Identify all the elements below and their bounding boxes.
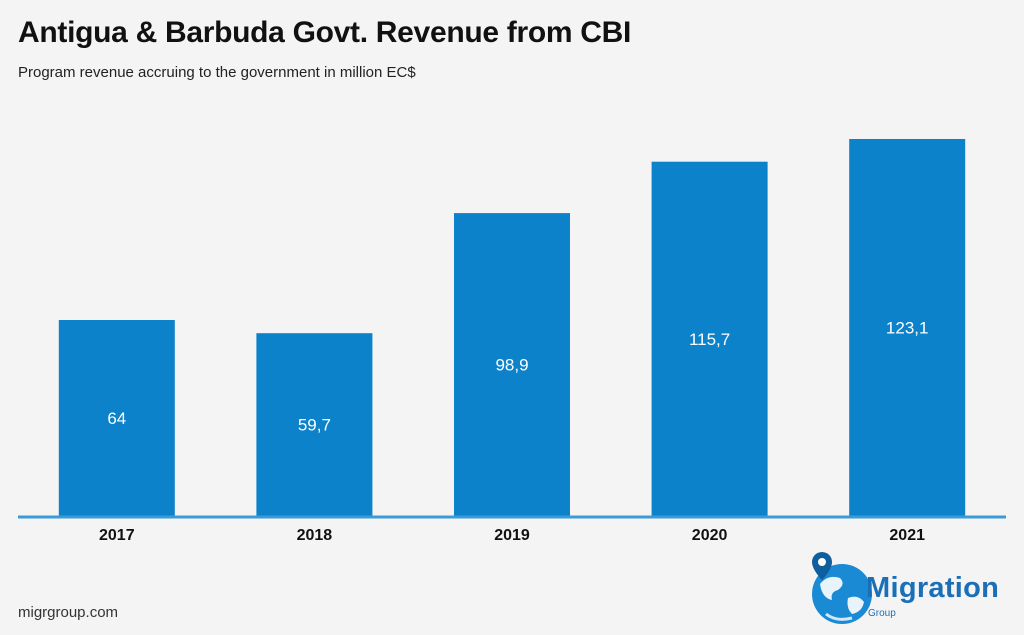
logo-subtext: Group [868, 608, 896, 619]
bar-value-label: 123,1 [886, 319, 929, 338]
bar-value-label: 59,7 [298, 416, 331, 435]
bar-2017 [58, 320, 175, 516]
x-tick-label: 2019 [494, 527, 530, 544]
bar-2020 [651, 161, 768, 516]
logo-wordmark: Migration [866, 572, 1000, 604]
x-tick-label: 2018 [297, 527, 333, 544]
chart-subtitle: Program revenue accruing to the governme… [18, 64, 416, 81]
bar-value-label: 98,9 [495, 356, 528, 375]
migration-group-logo: Migration Group [806, 548, 1016, 630]
globe-pin-icon [812, 552, 872, 624]
x-tick-label: 2020 [692, 527, 728, 544]
x-tick-label: 2017 [99, 527, 135, 544]
bar-2019 [454, 213, 570, 516]
source-label: migrgroup.com [18, 604, 119, 621]
bar-value-label: 64 [107, 409, 126, 428]
bar-value-label: 115,7 [689, 330, 730, 349]
x-tick-label: 2021 [889, 527, 925, 544]
chart-title: Antigua & Barbuda Govt. Revenue from CBI [18, 16, 632, 49]
bar-2021 [849, 139, 966, 516]
x-axis-ticks: 2017 2018 2019 2020 2021 [99, 527, 925, 544]
bar-2018 [256, 333, 373, 516]
bars-group: 64 59,7 98,9 115,7 123,1 [58, 139, 966, 516]
